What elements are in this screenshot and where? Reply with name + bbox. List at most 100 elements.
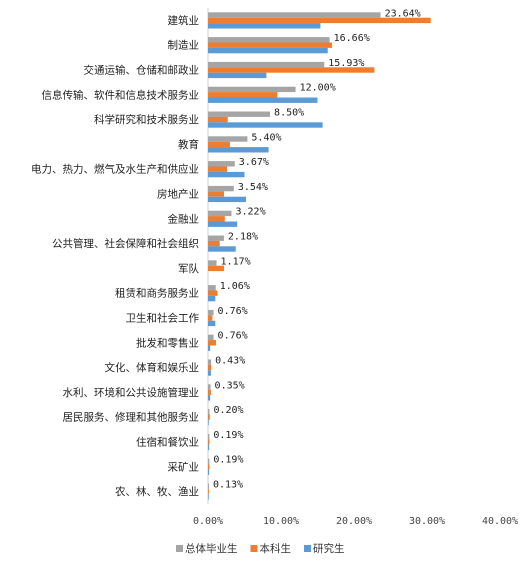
category-label: 电力、热力、燃气及水生产和供应业 <box>31 163 199 176</box>
category-label: 采矿业 <box>168 460 200 473</box>
bar-graduate <box>208 444 210 451</box>
category-label: 军队 <box>178 262 199 275</box>
data-label: 0.19% <box>213 455 243 466</box>
bar-graduate <box>208 494 209 500</box>
category-label: 居民服务、修理和其他服务业 <box>63 411 200 424</box>
bar-undergraduate <box>208 191 225 197</box>
bar-undergraduate <box>208 389 211 396</box>
bar-undergraduate <box>208 340 217 346</box>
bar-graduate <box>208 345 211 351</box>
bar-overall <box>208 458 210 465</box>
bar-graduate <box>208 320 216 327</box>
bar-overall <box>208 359 212 365</box>
data-label: 23.64% <box>385 8 421 19</box>
category-label: 水利、环境和公共设施管理业 <box>63 386 200 399</box>
bar-graduate <box>208 122 323 128</box>
category-label: 建筑业 <box>168 14 200 27</box>
data-label: 3.54% <box>238 182 268 193</box>
bar-undergraduate <box>208 141 230 148</box>
bar-undergraduate <box>208 464 210 470</box>
bar-undergraduate <box>208 240 220 247</box>
data-label: 12.00% <box>300 83 336 94</box>
data-label: 0.13% <box>213 480 243 491</box>
bar-graduate <box>208 97 318 103</box>
data-label: 0.76% <box>218 306 248 317</box>
category-label: 交通运输、仓储和邮政业 <box>84 64 200 77</box>
x-tick-label: 0.00% <box>193 516 223 527</box>
data-label: 2.18% <box>228 232 258 243</box>
data-label: 3.67% <box>239 157 269 168</box>
category-label: 房地产业 <box>157 188 199 201</box>
category-label: 公共管理、社会保障和社会组织 <box>52 237 199 250</box>
category-label: 教育 <box>178 138 199 151</box>
bar-overall <box>208 61 325 68</box>
bar-graduate <box>208 395 211 401</box>
category-label: 住宿和餐饮业 <box>136 436 199 449</box>
bar-graduate <box>208 171 245 178</box>
data-label: 1.17% <box>221 256 251 267</box>
data-label: 16.66% <box>334 33 370 44</box>
bar-graduate <box>208 196 246 203</box>
bar-graduate <box>208 295 216 302</box>
bar-overall <box>208 86 296 93</box>
bar-overall <box>208 235 224 241</box>
bar-undergraduate <box>208 414 210 420</box>
category-label: 租赁和商务服务业 <box>115 287 199 300</box>
bar-undergraduate <box>208 488 209 495</box>
bar-graduate <box>208 23 321 29</box>
category-label: 卫生和社会工作 <box>126 312 200 325</box>
bar-overall <box>208 210 232 217</box>
category-label: 制造业 <box>168 39 200 52</box>
bar-overall <box>208 136 248 142</box>
bar-overall <box>208 161 235 167</box>
legend-swatch <box>250 545 258 552</box>
data-label: 0.43% <box>215 356 245 367</box>
data-label: 15.93% <box>328 58 364 69</box>
bar-overall <box>208 483 209 489</box>
bar-undergraduate <box>208 439 210 445</box>
data-label: 1.06% <box>220 281 250 292</box>
category-label: 文化、体育和娱乐业 <box>105 361 200 374</box>
bar-graduate <box>208 469 210 475</box>
bar-graduate <box>208 47 328 54</box>
bar-overall <box>208 433 210 440</box>
x-tick-label: 30.00% <box>409 516 445 527</box>
bar-graduate <box>208 221 238 227</box>
bar-undergraduate <box>208 42 333 48</box>
data-label: 5.40% <box>251 132 281 143</box>
bar-graduate <box>208 419 209 426</box>
bar-graduate <box>208 370 211 376</box>
bar-undergraduate <box>208 364 212 371</box>
data-label: 0.20% <box>213 405 243 416</box>
bar-overall <box>208 260 217 266</box>
data-label: 0.35% <box>215 380 245 391</box>
bar-undergraduate <box>208 216 225 222</box>
x-tick-label: 40.00% <box>482 516 518 527</box>
bar-graduate <box>208 246 236 252</box>
bar-overall <box>208 185 234 192</box>
bar-overall <box>208 309 214 316</box>
x-tick-label: 10.00% <box>263 516 299 527</box>
legend-label: 本科生 <box>260 542 292 555</box>
bar-overall <box>208 12 381 18</box>
bar-undergraduate <box>208 116 228 123</box>
category-label: 批发和零售业 <box>136 336 199 349</box>
legend-swatch <box>176 545 183 552</box>
bar-graduate <box>208 72 267 79</box>
bar-overall <box>208 285 216 291</box>
bar-overall <box>208 111 271 117</box>
bar-undergraduate <box>208 92 278 98</box>
category-label: 信息传输、软件和信息技术服务业 <box>42 88 200 101</box>
data-label: 0.19% <box>213 430 243 441</box>
bar-graduate <box>208 147 269 153</box>
legend-label: 总体毕业生 <box>185 542 238 555</box>
bar-overall <box>208 334 214 341</box>
bar-undergraduate <box>208 17 431 24</box>
category-label: 农、林、牧、渔业 <box>115 485 199 498</box>
category-label: 科学研究和技术服务业 <box>94 113 199 126</box>
category-label: 金融业 <box>168 212 200 225</box>
x-tick-label: 20.00% <box>336 516 372 527</box>
bar-undergraduate <box>208 265 225 272</box>
